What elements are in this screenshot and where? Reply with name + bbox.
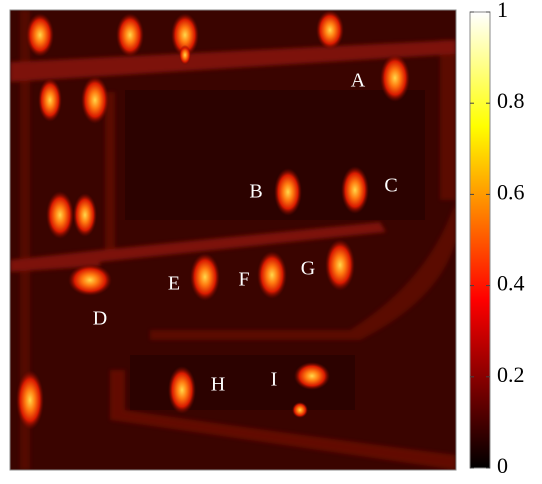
colorbar-tick-label: 0.8 [497, 88, 525, 113]
bright-spot [38, 78, 62, 122]
image-frame [9, 9, 457, 471]
colorbar [469, 11, 491, 469]
bright-spot [294, 362, 330, 390]
bright-spot [257, 251, 287, 299]
region-label: E [168, 273, 180, 295]
bright-spot [274, 168, 302, 216]
region-label: D [93, 308, 107, 330]
bright-spot [171, 13, 199, 57]
region-label: I [271, 369, 278, 391]
bright-spot [316, 10, 344, 50]
bright-spot [292, 402, 308, 418]
region-label: B [249, 181, 262, 203]
bright-spot [380, 54, 410, 102]
bright-spot [179, 45, 191, 65]
colorbar-tick-label: 0.2 [497, 362, 525, 387]
bright-spot [341, 166, 369, 214]
region-label: C [384, 175, 397, 197]
colorbar-tick-label: 0.6 [497, 179, 525, 204]
bright-spot [68, 264, 112, 296]
colorbar-tick-label: 0 [497, 453, 508, 478]
bright-spot [81, 76, 109, 124]
bright-spot [16, 370, 44, 430]
heatmap-image [10, 10, 456, 470]
bright-spot [190, 253, 220, 301]
region-label: F [238, 269, 249, 291]
region-label: G [301, 258, 315, 280]
bright-spot [46, 191, 74, 239]
region-label: H [211, 374, 225, 396]
bright-spot [116, 13, 144, 57]
region-label: A [351, 70, 366, 92]
colorbar-tick-label: 1 [497, 0, 508, 22]
colorbar-tick-label: 0.4 [497, 271, 525, 296]
bright-spot [168, 366, 196, 414]
bright-spot [73, 193, 97, 237]
bright-spot [325, 239, 355, 291]
bright-spot [26, 13, 54, 57]
